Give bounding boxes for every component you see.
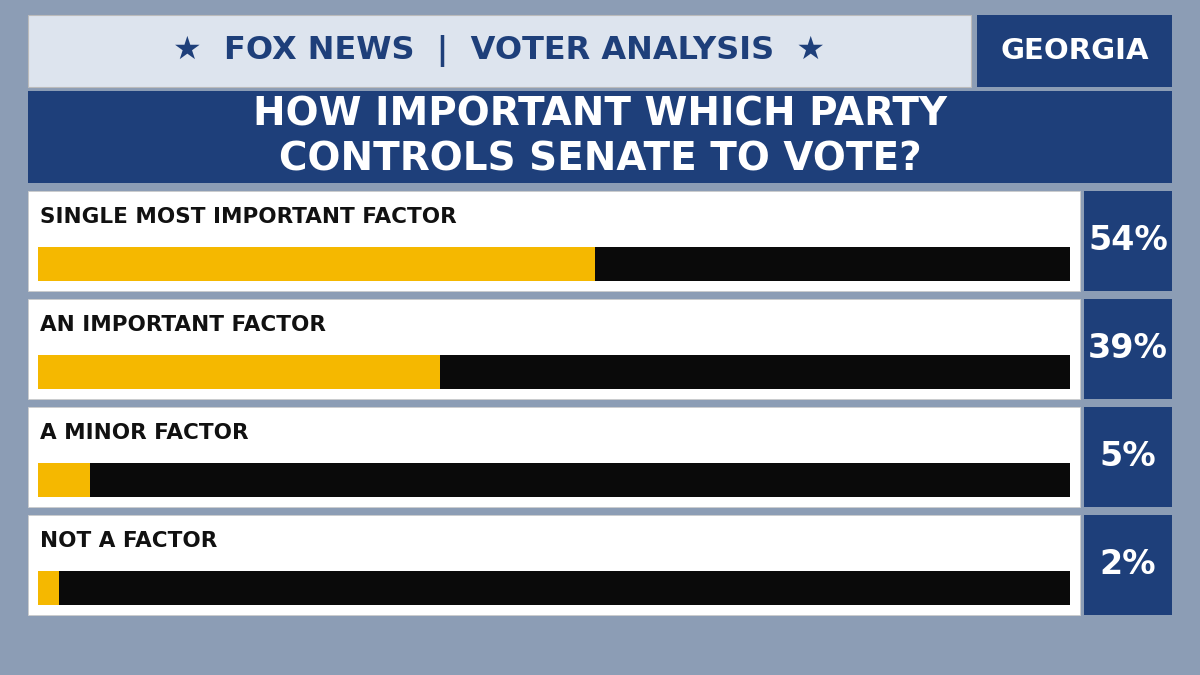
- Bar: [28, 15, 971, 87]
- Bar: [59, 571, 1070, 605]
- Bar: [28, 91, 1172, 183]
- Text: HOW IMPORTANT WHICH PARTY
CONTROLS SENATE TO VOTE?: HOW IMPORTANT WHICH PARTY CONTROLS SENAT…: [253, 95, 947, 179]
- Text: AN IMPORTANT FACTOR: AN IMPORTANT FACTOR: [40, 315, 326, 335]
- Text: 2%: 2%: [1099, 549, 1157, 581]
- Bar: [38, 355, 440, 389]
- Bar: [1084, 191, 1172, 291]
- Bar: [595, 247, 1070, 281]
- Bar: [1084, 407, 1172, 507]
- Bar: [38, 571, 59, 605]
- Bar: [977, 15, 1172, 87]
- Text: GEORGIA: GEORGIA: [1001, 37, 1148, 65]
- Text: NOT A FACTOR: NOT A FACTOR: [40, 531, 217, 551]
- Text: SINGLE MOST IMPORTANT FACTOR: SINGLE MOST IMPORTANT FACTOR: [40, 207, 457, 227]
- Text: 5%: 5%: [1099, 441, 1157, 473]
- Text: 39%: 39%: [1088, 333, 1168, 365]
- Bar: [28, 191, 1080, 291]
- Bar: [440, 355, 1070, 389]
- Text: ★  FOX NEWS  |  VOTER ANALYSIS  ★: ★ FOX NEWS | VOTER ANALYSIS ★: [174, 35, 826, 67]
- Bar: [90, 463, 1070, 497]
- Text: A MINOR FACTOR: A MINOR FACTOR: [40, 423, 248, 443]
- Bar: [1084, 515, 1172, 615]
- Bar: [28, 299, 1080, 399]
- Bar: [28, 407, 1080, 507]
- Bar: [38, 247, 595, 281]
- Bar: [38, 463, 90, 497]
- Text: 54%: 54%: [1088, 225, 1168, 257]
- Bar: [1084, 299, 1172, 399]
- Bar: [28, 515, 1080, 615]
